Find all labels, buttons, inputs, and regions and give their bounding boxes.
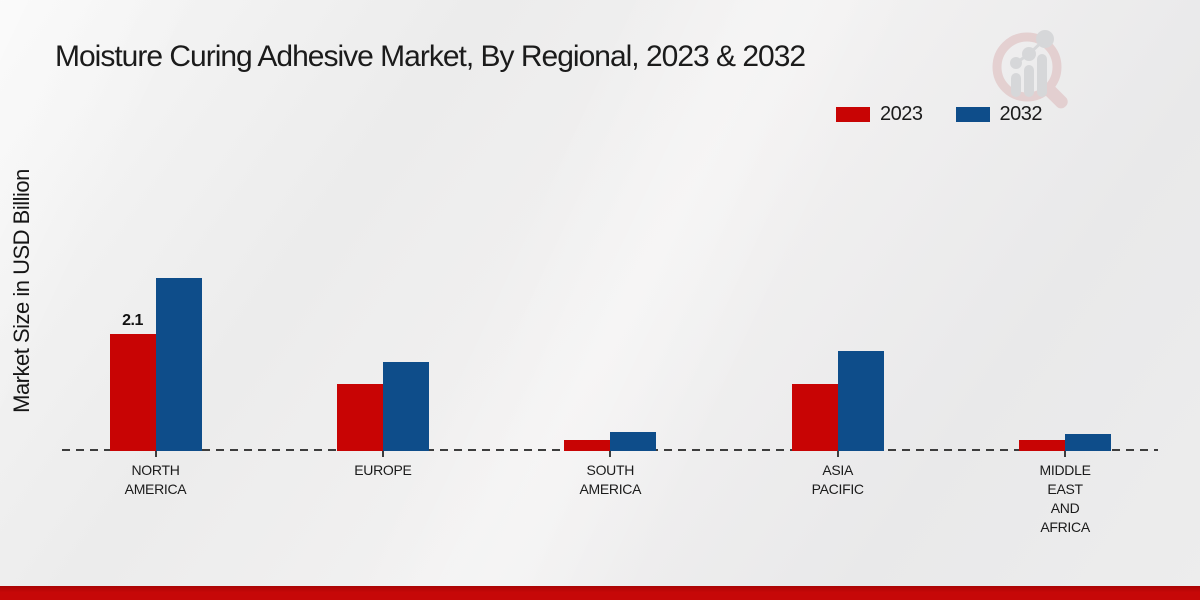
bar-north-america-2032 <box>155 278 202 451</box>
magnifier-bar-chart-logo-icon <box>992 30 1068 109</box>
bar-north-america-2023 <box>109 334 156 451</box>
axis-tick-south-america <box>609 451 612 457</box>
legend-swatch-2032-icon <box>955 107 990 122</box>
legend-swatch-2023-icon <box>836 107 870 122</box>
axis-tick-europe <box>381 451 384 457</box>
category-label-asia-pacific: ASIA PACIFIC <box>758 461 918 499</box>
category-label-line: PACIFIC <box>811 481 864 497</box>
legend-item-2023: 2023 <box>836 103 923 126</box>
legend-label-2023: 2023 <box>880 103 923 125</box>
bar-europe-2023 <box>336 384 383 451</box>
axis-tick-asia-pacific <box>836 451 839 457</box>
bar-asia-pacific-2023 <box>791 384 838 451</box>
category-label-line: MIDDLE <box>1039 462 1091 478</box>
category-label-line: NORTH <box>131 462 180 478</box>
bar-middle-east-and-africa-2023 <box>1019 440 1066 451</box>
category-label-north-america: NORTH AMERICA <box>76 461 236 499</box>
bar-europe-2032 <box>382 362 429 451</box>
bar-asia-pacific-2032 <box>837 351 884 451</box>
category-label-south-america: SOUTH AMERICA <box>530 461 690 499</box>
axis-tick-north-america <box>154 451 157 457</box>
category-label-middle-east-and-africa: MIDDLE EAST AND AFRICA <box>985 461 1145 537</box>
legend: 2023 2032 <box>836 103 1042 126</box>
legend-label-2032: 2032 <box>999 103 1043 125</box>
category-label-line: SOUTH <box>586 462 635 478</box>
bar-middle-east-and-africa-2032 <box>1065 434 1112 451</box>
bar-south-america-2023 <box>564 440 611 451</box>
category-label-line: ASIA <box>822 462 854 478</box>
chart-title: Moisture Curing Adhesive Market, By Regi… <box>55 40 806 73</box>
bar-south-america-2032 <box>610 432 657 451</box>
category-label-europe: EUROPE <box>303 461 463 480</box>
category-label-line: AFRICA <box>1040 519 1090 535</box>
category-label-line: EUROPE <box>354 462 412 478</box>
bar-value-label-north-america-2023: 2.1 <box>122 312 143 329</box>
footer-band <box>0 586 1200 600</box>
legend-item-2032: 2032 <box>955 103 1043 126</box>
category-label-line: EAST <box>1047 481 1083 497</box>
category-label-line: AMERICA <box>124 481 187 497</box>
category-label-line: AND <box>1050 500 1080 516</box>
category-label-line: AMERICA <box>579 481 642 497</box>
axis-tick-middle-east-and-africa <box>1064 451 1067 457</box>
